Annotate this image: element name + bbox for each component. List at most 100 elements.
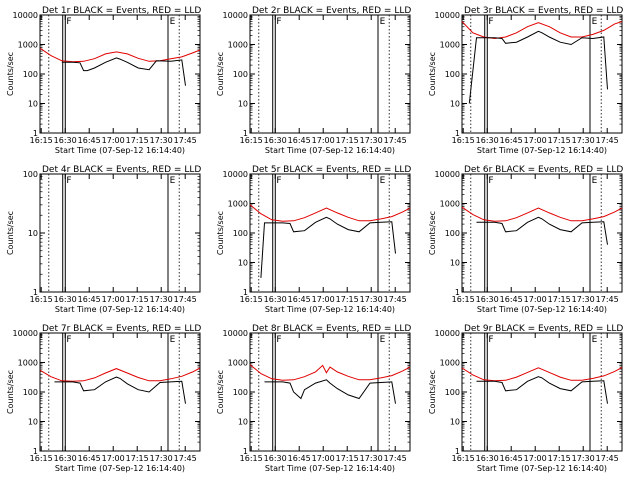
y-axis-label: Counts/sec [216,211,225,255]
y-tick-label: 1 [33,447,38,456]
events-series-line [468,30,608,104]
y-axis-label: Counts/sec [6,52,15,96]
y-tick-label: 10000 [13,11,38,20]
x-tick-label: 16:45 [500,454,523,463]
x-tick-label: 16:30 [264,454,287,463]
x-tick-label: 17:00 [102,454,125,463]
marker-label-f: F [488,176,493,186]
x-tick-label: 16:15 [452,295,475,304]
panel-title: Det 9r BLACK = Events, RED = LLD [464,324,623,334]
x-tick-label: 17:30 [150,295,173,304]
x-tick-label: 17:30 [360,454,383,463]
panel-title: Det 8r BLACK = Events, RED = LLD [252,324,411,334]
x-axis-label: Start Time (07-Sep-12 16:14:40) [55,464,185,473]
y-tick-label: 1 [243,447,248,456]
x-axis-label: Start Time (07-Sep-12 16:14:40) [477,305,607,314]
y-tick-label: 10 [28,229,38,238]
x-tick-label: 16:30 [54,136,77,145]
y-tick-label: 100 [23,70,38,79]
y-tick-label: 100 [445,70,460,79]
detector-panel-4: Det 4r BLACK = Events, RED = LLD 1 10 100 Co… [6,165,201,314]
marker-label-f: F [66,17,71,27]
y-tick-label: 100 [233,229,248,238]
lld-series-line [39,367,201,382]
x-axis-label: Start Time (07-Sep-12 16:14:40) [55,305,185,314]
plot-frame [39,332,201,452]
panel-title: Det 1r BLACK = Events, RED = LLD [42,6,201,16]
x-tick-label: 17:00 [102,295,125,304]
y-tick-label: 10000 [435,329,460,338]
y-axis-label: Counts/sec [428,211,437,255]
panel-title: Det 4r BLACK = Events, RED = LLD [42,165,201,175]
plot-frame [249,14,411,134]
x-tick-label: 17:30 [572,295,595,304]
y-tick-label: 10 [450,418,460,427]
y-tick-label: 10 [238,259,248,268]
x-tick-label: 17:15 [548,454,571,463]
y-axis-label: Counts/sec [428,370,437,414]
plot-frame [249,332,411,452]
marker-label-e: E [170,176,176,186]
x-tick-label: 16:30 [264,136,287,145]
y-tick-label: 1 [33,288,38,297]
x-axis-label: Start Time (07-Sep-12 16:14:40) [265,305,395,314]
x-tick-label: 17:30 [360,295,383,304]
y-tick-label: 1 [243,129,248,138]
lld-series-line [249,204,411,222]
panel-title: Det 5r BLACK = Events, RED = LLD [252,165,411,175]
plot-frame [39,14,201,134]
panel-title: Det 3r BLACK = Events, RED = LLD [464,6,623,16]
x-tick-label: 17:15 [126,454,149,463]
lld-series-line [461,21,623,40]
x-tick-label: 16:45 [78,454,101,463]
lld-series-line [39,47,201,63]
x-tick-label: 16:15 [30,454,53,463]
panel-title: Det 6r BLACK = Events, RED = LLD [464,165,623,175]
x-tick-label: 17:45 [174,454,197,463]
x-tick-label: 17:15 [336,136,359,145]
y-tick-label: 100 [233,70,248,79]
x-tick-label: 16:30 [476,295,499,304]
x-tick-label: 17:15 [548,295,571,304]
x-tick-label: 17:15 [336,454,359,463]
x-tick-label: 17:45 [174,136,197,145]
detector-panel-8: Det 8r BLACK = Events, RED = LLD 1 10 100 10… [216,324,411,473]
x-tick-label: 16:15 [452,454,475,463]
x-tick-label: 17:30 [360,136,383,145]
x-axis-label: Start Time (07-Sep-12 16:14:40) [265,464,395,473]
y-tick-label: 10 [450,100,460,109]
y-tick-label: 1 [243,288,248,297]
detector-panel-1: Det 1r BLACK = Events, RED = LLD 1 10 100 10… [6,6,201,155]
marker-label-f: F [488,17,493,27]
detector-panel-6: Det 6r BLACK = Events, RED = LLD 1 10 100 10… [428,165,623,314]
marker-label-e: E [592,17,598,27]
y-axis-label: Counts/sec [216,370,225,414]
x-tick-label: 17:15 [126,136,149,145]
x-tick-label: 16:45 [288,295,311,304]
x-tick-label: 17:15 [548,136,571,145]
panel-title: Det 7r BLACK = Events, RED = LLD [42,324,201,334]
y-tick-label: 10 [238,100,248,109]
x-tick-label: 17:30 [150,454,173,463]
detector-panel-3: Det 3r BLACK = Events, RED = LLD 1 10 100 10… [428,6,623,155]
y-tick-label: 1000 [440,359,460,368]
plot-frame [461,173,623,293]
plot-frame [39,173,201,293]
y-tick-label: 10000 [223,170,248,179]
y-tick-label: 10000 [223,329,248,338]
x-tick-label: 17:30 [150,136,173,145]
detector-panel-5: Det 5r BLACK = Events, RED = LLD 1 10 100 10… [216,165,411,314]
x-axis-label: Start Time (07-Sep-12 16:14:40) [55,146,185,155]
marker-label-f: F [276,176,281,186]
marker-label-e: E [380,176,386,186]
y-tick-label: 1000 [18,41,38,50]
x-tick-label: 17:00 [524,295,547,304]
marker-label-f: F [66,335,71,345]
x-tick-label: 16:45 [288,454,311,463]
plot-frame [249,173,411,293]
events-series-line [476,376,608,404]
y-axis-label: Counts/sec [6,211,15,255]
marker-label-f: F [66,176,71,186]
y-tick-label: 10 [450,259,460,268]
y-tick-label: 10000 [13,329,38,338]
